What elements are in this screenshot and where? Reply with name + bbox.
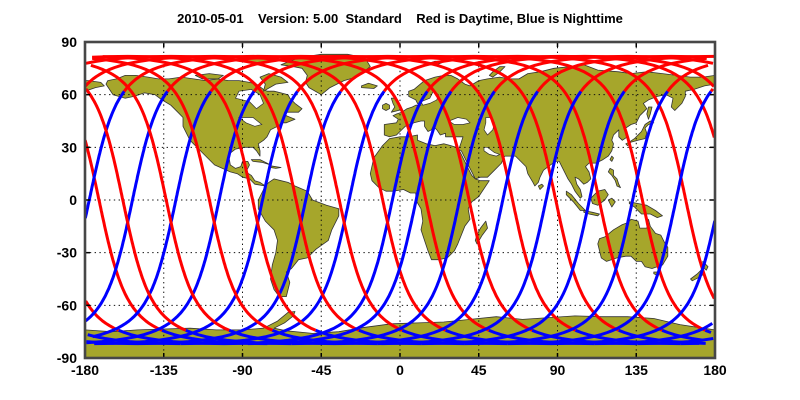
daytime-ground-track: [85, 54, 447, 332]
nighttime-ground-track: [464, 90, 669, 346]
landmass-antarctica: [85, 311, 715, 358]
nighttime-ground-track: [594, 322, 714, 346]
ground-tracks-layer: [85, 54, 715, 346]
nighttime-ground-track: [507, 90, 713, 346]
daytime-ground-track: [85, 87, 187, 332]
nighttime-ground-track: [247, 90, 453, 346]
x-tick-label: -180: [71, 362, 99, 378]
nighttime-ground-track: [421, 90, 626, 346]
daytime-ground-track: [623, 56, 707, 93]
landmass-taiwan: [609, 155, 614, 162]
nighttime-ground-track: [704, 328, 712, 334]
daytime-ground-track: [92, 54, 360, 332]
daytime-ground-track: [209, 54, 577, 332]
x-tick-label: 180: [703, 362, 727, 378]
daytime-ground-track: [666, 63, 709, 93]
nighttime-ground-track: [291, 90, 496, 346]
daytime-ground-track: [296, 54, 663, 332]
x-tick-label: 0: [396, 362, 404, 378]
y-tick-label: -30: [57, 245, 77, 261]
x-tick-label: 45: [471, 362, 487, 378]
daytime-ground-track: [493, 54, 714, 93]
x-tick-label: 135: [625, 362, 649, 378]
y-tick-label: -90: [57, 350, 77, 366]
landmass-cuba: [250, 159, 271, 166]
landmass-philippines: [607, 168, 621, 189]
nighttime-ground-track: [85, 90, 169, 323]
daytime-ground-track: [85, 54, 403, 332]
daytime-ground-track: [85, 300, 120, 332]
x-tick-label: -90: [232, 362, 252, 378]
nighttime-ground-track: [85, 90, 126, 219]
daytime-ground-track: [102, 55, 317, 332]
nighttime-ground-track: [377, 90, 583, 346]
y-tick-label: 60: [61, 87, 77, 103]
nighttime-ground-track: [550, 220, 715, 346]
y-tick-label: 30: [61, 139, 77, 155]
x-tick-label: 90: [550, 362, 566, 378]
y-tick-label: -60: [57, 297, 77, 313]
plot-title: 2010-05-01 Version: 5.00 Standard Red is…: [177, 11, 623, 26]
landmass-japan: [625, 120, 655, 146]
landmass-iceland: [361, 82, 378, 89]
water-persian-gulf: [483, 146, 501, 157]
y-tick-label: 0: [69, 192, 77, 208]
daytime-ground-track: [426, 54, 715, 138]
landmass-ireland: [382, 103, 390, 111]
y-tick-label: 90: [61, 34, 77, 50]
daytime-ground-track: [709, 87, 715, 93]
landmass-hispaniola: [270, 165, 282, 169]
daytime-ground-track: [252, 54, 620, 332]
daytime-ground-track: [123, 54, 490, 332]
water-great-lakes: [237, 117, 263, 127]
x-tick-label: -45: [311, 362, 331, 378]
daytime-ground-track: [166, 54, 533, 332]
plot-frame: [83, 40, 717, 360]
daytime-ground-track: [85, 139, 163, 332]
daytime-ground-track: [92, 56, 274, 332]
daytime-ground-track: [449, 54, 715, 93]
nighttime-ground-track: [637, 337, 714, 346]
daytime-ground-track: [90, 63, 230, 332]
landmass-sakhalin: [646, 106, 653, 120]
x-tick-label: -135: [150, 362, 178, 378]
nighttime-ground-track: [334, 90, 539, 346]
landmass-sumatra: [565, 190, 586, 211]
water-black-sea: [448, 117, 471, 125]
landmass-sri-lanka: [537, 183, 544, 190]
